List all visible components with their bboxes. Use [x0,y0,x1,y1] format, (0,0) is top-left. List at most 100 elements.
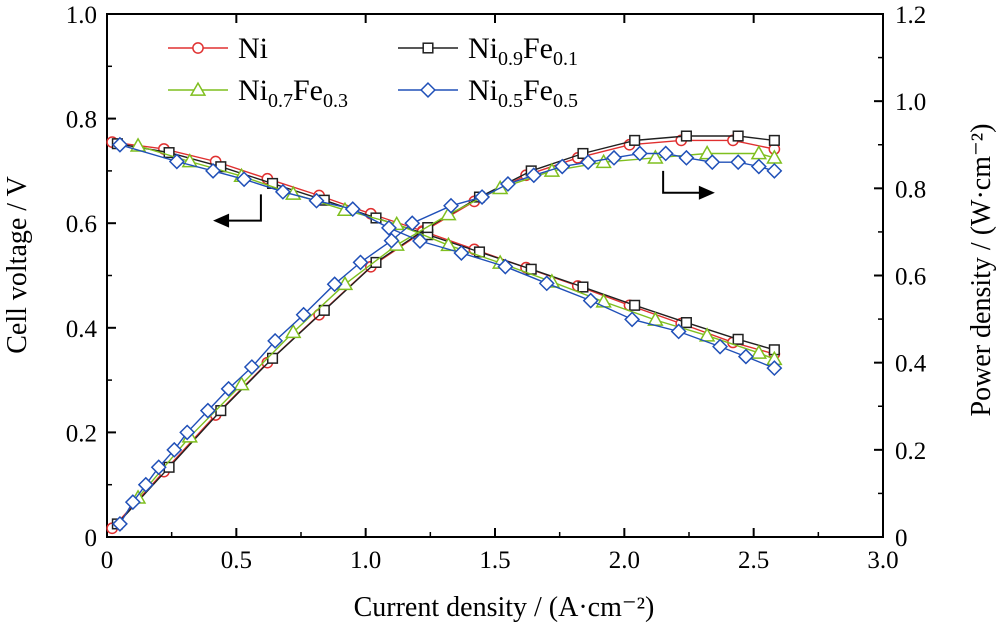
voltage-point [766,360,783,377]
voltage-point [582,292,599,309]
series-layer [106,130,783,535]
power-point [629,134,641,146]
power-point [383,232,400,249]
power-point [647,149,664,164]
voltage-point [680,317,692,329]
power-point [124,494,141,511]
power-point [137,476,154,493]
power-point [657,145,674,162]
legend-marker [192,42,204,54]
voltage-point [473,246,486,258]
legend-label: Ni0.9Fe0.1 [468,32,578,70]
y2-tick-label: 0.4 [895,351,927,378]
power-point [577,147,589,160]
power-point [179,424,196,441]
voltage-point [624,311,641,328]
annotations [213,170,715,228]
y-tick-label: 0 [85,525,98,552]
voltage-point [737,348,754,365]
x-tick-label: 2.5 [738,547,769,574]
y-tick-label: 0.4 [66,316,98,343]
legend-label: Ni0.7Fe0.3 [238,74,348,112]
power-point [422,222,434,234]
x-tick-label: 0 [101,547,114,574]
voltage-point [698,327,716,342]
voltage-point [236,171,253,188]
voltage-point [577,281,589,293]
y-tick-label: 0.8 [66,107,97,134]
legend-entry-0: Ni [168,32,268,65]
voltage-point [168,153,185,170]
power-point [732,130,744,142]
x-tick-label: 0.5 [221,547,252,574]
voltage-point [732,333,744,345]
power-point [215,405,227,417]
voltage-point [163,147,175,159]
power-point [750,158,767,175]
y2-tick-label: 1.0 [895,89,926,116]
voltage-point [712,338,729,355]
voltage-point [205,162,222,179]
power-point [285,323,302,339]
power-point [111,515,128,532]
power-point [698,145,716,160]
power-point [404,215,421,232]
power-point [318,304,330,316]
voltage-point [111,136,128,153]
y-tick-label: 0.6 [66,211,97,238]
power-point [474,189,491,206]
y2-tick-label: 0.6 [895,264,926,291]
power-point [199,402,216,419]
voltage-point [344,201,361,218]
power-point [352,254,369,271]
legend-label: Ni [238,32,268,65]
legend-entry-3: Ni0.5Fe0.5 [398,74,578,112]
y2-tick-label: 0.8 [895,176,926,203]
power-point [266,352,279,364]
power-point [220,380,237,397]
series-3 [111,136,783,532]
x-tick-label: 1.5 [479,547,510,574]
legend-label: Ni0.5Fe0.5 [468,74,578,112]
power-point [580,154,597,171]
power-point [233,376,250,391]
voltage-point [750,344,768,359]
power-point [680,130,692,142]
power-point [267,332,284,349]
y-axis-title: Cell voltage / V [2,176,33,354]
power-point [295,306,312,323]
voltage-point [629,299,641,311]
voltage-point [647,311,664,326]
y-tick-label: 0.2 [66,420,97,447]
y2-axis-title: Power density / (W·cm⁻²) [966,124,997,417]
x-tick-label: 1.0 [350,547,381,574]
power-point [150,459,167,476]
power-point [443,197,459,214]
voltage-point [129,137,147,152]
power-axis-arrow-head [698,185,715,200]
power-point [678,149,695,166]
voltage-point [497,258,514,275]
y2-tick-label: 0 [895,525,908,552]
voltage-point [308,192,325,209]
legend-entry-2: Ni0.7Fe0.3 [168,74,348,112]
voltage-point [274,183,291,200]
axis-ticks: 0 0.5 1.0 1.5 2.0 2.5 3.000.20.40.60.81.000.20… [66,2,927,574]
y2-tick-label: 1.2 [895,2,926,29]
legend: Ni Ni0.9Fe0.1 Ni0.7Fe0.3 Ni0.5Fe0.5 [168,32,578,112]
power-point [730,154,747,171]
power-point [631,145,648,162]
power-point [243,359,260,375]
power-point [326,276,343,293]
power-point [768,134,780,146]
voltage-axis-arrow [217,194,262,222]
power-point [766,162,783,179]
power-line [137,152,775,499]
power-point [704,154,721,171]
power-point [166,441,183,458]
power-axis-arrow [662,170,711,194]
voltage-point [538,275,555,292]
voltage-line [117,143,775,351]
power-point [606,149,622,166]
